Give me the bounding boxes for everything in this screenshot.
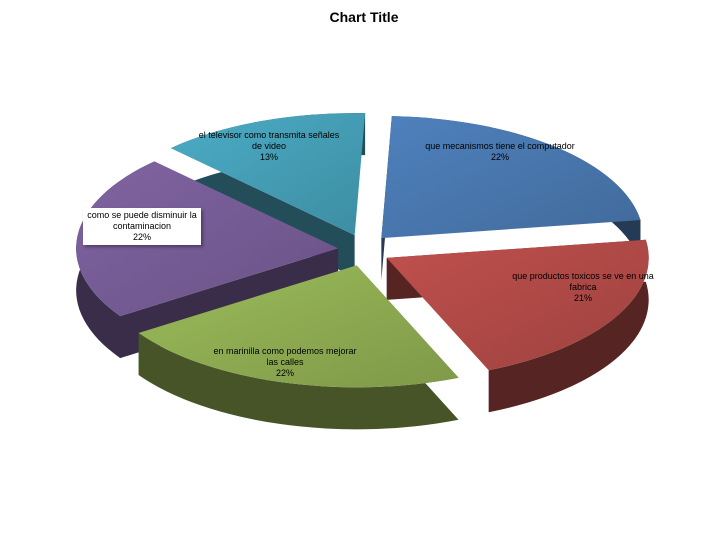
label-category: como se puede disminuir la contaminacion (87, 210, 197, 231)
label-value: 21% (573, 293, 592, 303)
data-label: en marinilla como podemos mejorar las ca… (210, 346, 360, 379)
data-label: que mecanismos tiene el computador 22% (425, 141, 575, 163)
label-value: 22% (132, 232, 151, 242)
data-label: como se puede disminuir la contaminacion… (83, 208, 201, 245)
slice (381, 116, 641, 239)
label-value: 22% (490, 152, 509, 162)
slice (170, 113, 366, 236)
slice (138, 265, 459, 388)
label-category: que productos toxicos se ve en una fabri… (512, 271, 654, 292)
label-value: 13% (259, 152, 278, 162)
label-category: en marinilla como podemos mejorar las ca… (213, 346, 357, 367)
label-category: el televisor como transmita señales de v… (198, 130, 340, 151)
slice (76, 161, 339, 317)
chart-title: Chart Title (329, 9, 399, 25)
label-value: 22% (275, 368, 294, 378)
slice (386, 239, 649, 371)
label-category: que mecanismos tiene el computador (425, 141, 575, 151)
data-label: el televisor como transmita señales de v… (194, 130, 344, 163)
data-label: que productos toxicos se ve en una fabri… (508, 271, 658, 304)
